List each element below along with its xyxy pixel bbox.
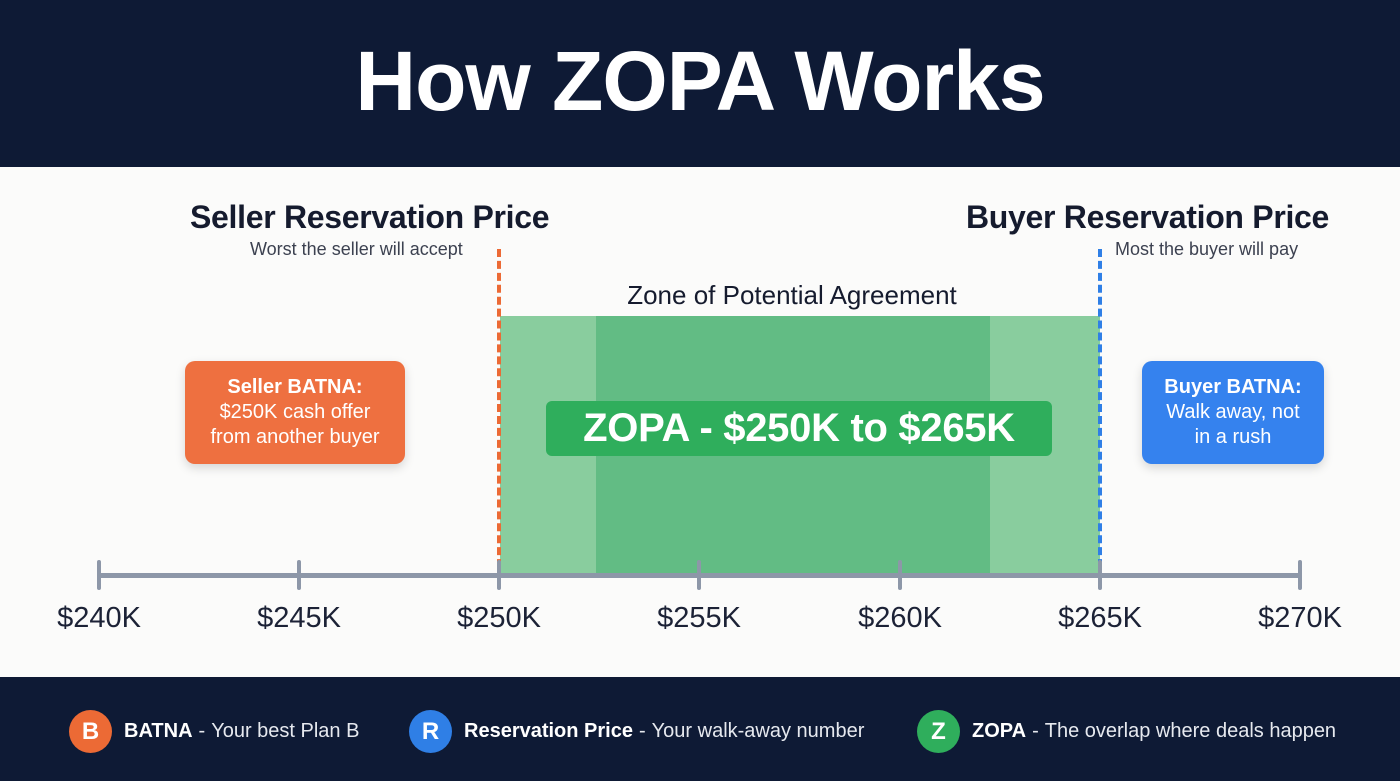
legend-separator: - — [1032, 720, 1039, 742]
diagram-area: Seller Reservation Price Worst the selle… — [0, 167, 1400, 677]
seller-reservation-title: Seller Reservation Price — [190, 199, 550, 235]
legend-description: Your walk-away number — [651, 720, 865, 742]
legend-separator: - — [198, 720, 206, 742]
buyer-reservation-subtitle: Most the buyer will pay — [1115, 239, 1299, 259]
axis-tick-label: $270K — [1258, 602, 1342, 634]
axis-tick-label: $240K — [57, 602, 141, 634]
axis-tick — [697, 560, 701, 590]
buyer-reservation-title: Buyer Reservation Price — [966, 199, 1330, 235]
axis-tick — [1098, 560, 1102, 590]
axis-tick — [1298, 560, 1302, 590]
reservation-letter-icon: R — [409, 710, 452, 753]
legend-item-zopa: Z ZOPA - The overlap where deals happen — [917, 710, 1336, 753]
page-title: How ZOPA Works — [355, 34, 1045, 128]
zopa-letter-icon: Z — [917, 710, 960, 753]
legend-footer: B BATNA - Your best Plan B R Reservation… — [0, 677, 1400, 781]
axis-tick — [497, 560, 501, 590]
buyer-reservation-line — [1098, 249, 1102, 579]
legend-term: BATNA — [124, 720, 193, 742]
axis-tick-label: $265K — [1058, 602, 1142, 634]
axis-tick-label: $250K — [457, 602, 541, 634]
buyer-batna-line2: in a rush — [1194, 426, 1272, 448]
header-banner: How ZOPA Works — [0, 0, 1400, 167]
axis-tick-label: $255K — [657, 602, 741, 634]
legend-item-batna: B BATNA - Your best Plan B — [69, 710, 359, 753]
seller-reservation-line — [497, 249, 501, 579]
seller-batna-card: Seller BATNA: $250K cash offer from anot… — [185, 361, 405, 464]
seller-reservation-subtitle: Worst the seller will accept — [250, 239, 463, 259]
seller-batna-line2: from another buyer — [210, 426, 380, 448]
axis-tick — [898, 560, 902, 590]
legend-description: The overlap where deals happen — [1044, 720, 1337, 742]
batna-letter-icon: B — [69, 710, 112, 753]
buyer-batna-line1: Walk away, not — [1166, 401, 1300, 423]
legend-term: ZOPA — [972, 720, 1027, 742]
axis-tick — [297, 560, 301, 590]
axis-tick — [97, 560, 101, 590]
axis-tick-label: $245K — [257, 602, 341, 634]
buyer-batna-card: Buyer BATNA: Walk away, not in a rush — [1142, 361, 1324, 464]
legend-term: Reservation Price — [464, 720, 633, 742]
zopa-badge: ZOPA - $250K to $265K — [546, 401, 1052, 456]
legend-item-reservation: R Reservation Price - Your walk-away num… — [409, 710, 864, 753]
seller-batna-line1: $250K cash offer — [219, 401, 371, 423]
legend-separator: - — [638, 720, 646, 742]
zone-label: Zone of Potential Agreement — [627, 280, 957, 310]
legend-description: Your best Plan B — [211, 720, 360, 742]
buyer-batna-title: Buyer BATNA: — [1164, 376, 1302, 398]
axis-tick-label: $260K — [858, 602, 942, 634]
seller-batna-title: Seller BATNA: — [227, 376, 363, 398]
